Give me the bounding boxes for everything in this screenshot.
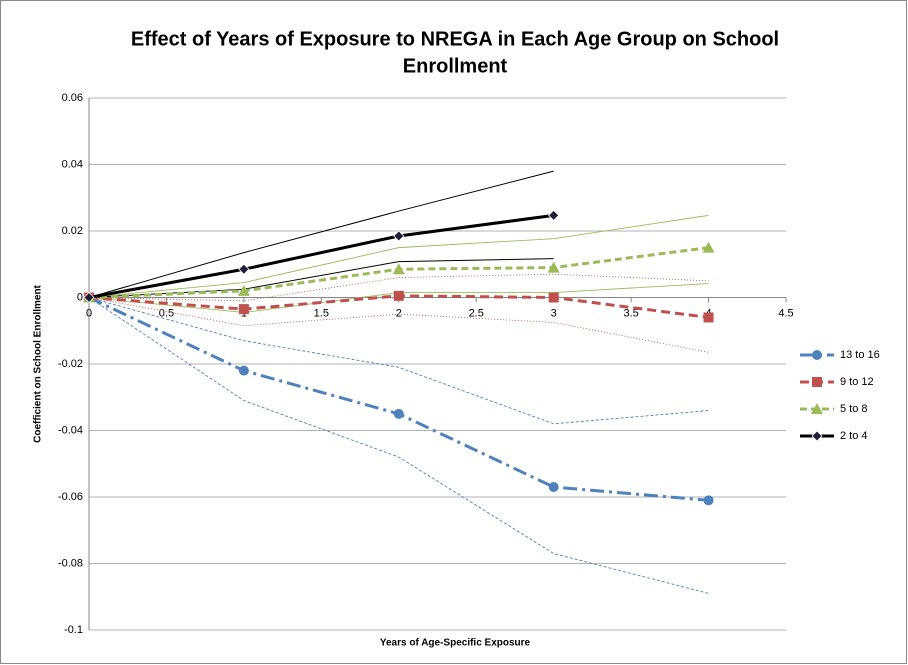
marker <box>812 377 822 387</box>
marker <box>393 408 404 419</box>
x-tick-label: 0.5 <box>159 307 174 319</box>
y-tick-label: -0.08 <box>58 557 83 569</box>
marker <box>548 292 559 303</box>
marker <box>811 403 823 414</box>
marker <box>393 290 404 301</box>
ci-line <box>88 297 709 353</box>
ci-line <box>88 297 709 594</box>
x-tick-label: 0 <box>86 307 92 319</box>
marker <box>238 263 250 275</box>
marker <box>392 263 405 275</box>
chart-title: Effect of Years of Exposure to NREGA in … <box>131 28 779 50</box>
legend-label: 9 to 12 <box>840 376 874 388</box>
x-tick-label: 2 <box>396 307 402 319</box>
y-tick-label: -0.02 <box>58 358 83 370</box>
marker <box>548 209 560 221</box>
x-tick-label: 3 <box>551 307 557 319</box>
ci-line <box>88 170 554 298</box>
marker <box>812 350 822 360</box>
marker <box>83 291 95 304</box>
marker <box>393 230 405 242</box>
x-tick-label: 1.5 <box>314 307 329 319</box>
marker <box>811 430 823 442</box>
marker <box>238 365 249 376</box>
marker <box>702 241 715 253</box>
legend-label: 5 to 8 <box>840 403 868 415</box>
marker <box>237 284 250 296</box>
marker <box>548 482 559 493</box>
y-tick-label: 0.06 <box>62 92 83 104</box>
marker <box>703 495 714 506</box>
y-tick-label: -0.04 <box>58 424 83 436</box>
x-tick-label: 3.5 <box>623 307 638 319</box>
y-tick-label: 0 <box>77 291 83 303</box>
ci-line <box>88 297 709 425</box>
x-axis-title: Years of Age-Specific Exposure <box>380 638 531 649</box>
legend-label: 2 to 4 <box>840 430 868 442</box>
marker <box>547 261 560 273</box>
chart-title: Enrollment <box>403 55 508 77</box>
y-tick-label: -0.1 <box>64 624 83 636</box>
marker <box>238 304 249 315</box>
legend-label: 13 to 16 <box>840 349 880 361</box>
y-axis-title: Coefficient on School Enrollment <box>33 284 44 442</box>
series-line <box>88 213 554 299</box>
y-tick-label: -0.06 <box>58 491 83 503</box>
y-tick-label: 0.04 <box>62 158 83 170</box>
marker <box>703 312 714 323</box>
y-tick-label: 0.02 <box>62 225 83 237</box>
x-tick-label: 4.5 <box>778 307 793 319</box>
x-tick-label: 2.5 <box>469 307 484 319</box>
ci-line <box>88 214 709 298</box>
